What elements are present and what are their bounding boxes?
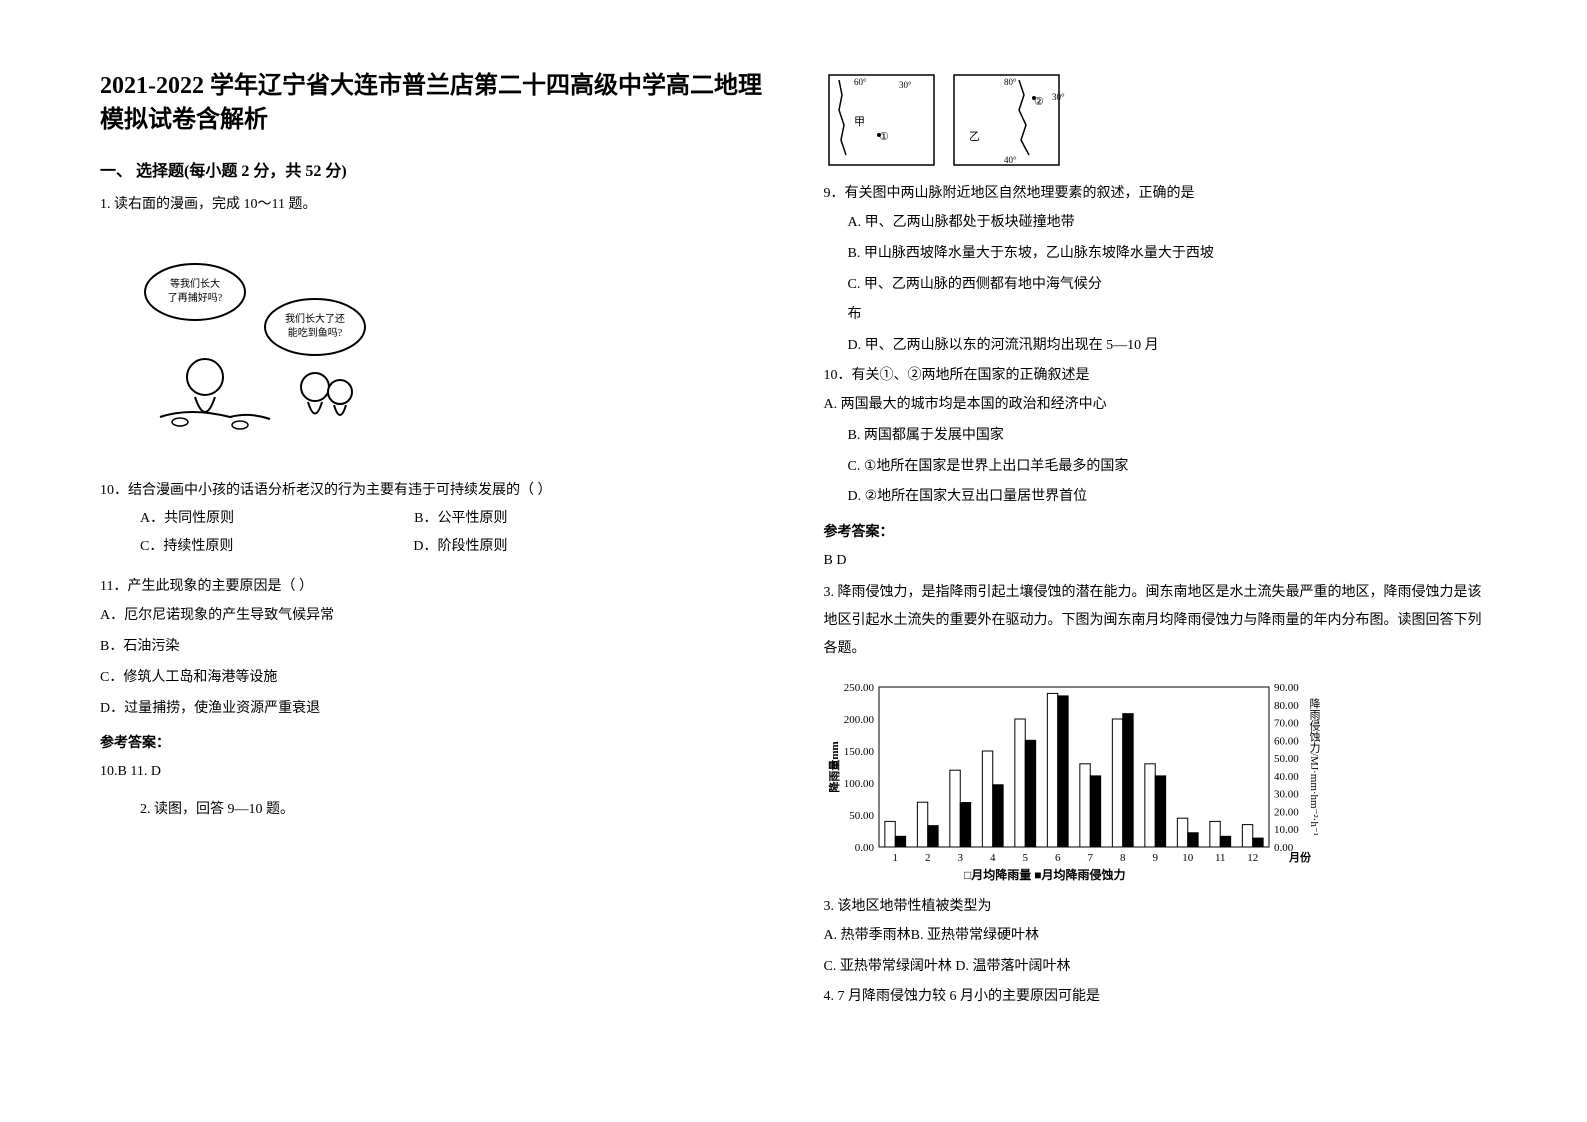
q10-opt-c: C．持续性原则 [140,533,233,561]
svg-text:12: 12 [1247,852,1258,864]
svg-text:60°: 60° [854,77,867,87]
q11-stem: 11．产生此现象的主要原因是（ ） [100,573,764,601]
svg-text:①: ① [879,131,889,143]
svg-text:降雨量mm: 降雨量mm [827,742,841,793]
svg-text:10: 10 [1182,852,1194,864]
svg-text:30°: 30° [899,80,912,90]
svg-text:0.00: 0.00 [854,842,874,854]
q10b-opt-a: A. 两国最大的城市均是本国的政治和经济中心 [824,390,1488,421]
svg-text:80.00: 80.00 [1274,700,1299,712]
q3-opts-row1: A. 热带季雨林B. 亚热带常绿硬叶林 [824,921,1488,952]
svg-text:9: 9 [1152,852,1158,864]
svg-text:200.00: 200.00 [843,714,874,726]
q10b-opt-d: D. ②地所在国家大豆出口量居世界首位 [824,482,1488,513]
q3-stem: 3. 该地区地带性植被类型为 [824,893,1488,921]
svg-text:80°: 80° [1004,77,1017,87]
right-column: 60° 30° 甲 ① 80° 30° 40° 乙 ② 9．有关图中两山脉附近地… [824,70,1488,1052]
q10-opt-d: D．阶段性原则 [413,533,507,561]
q11-opt-c: C．修筑人工岛和海港等设施 [100,663,764,694]
q10b-opt-c: C. ①地所在国家是世界上出口羊毛最多的国家 [824,452,1488,483]
svg-text:50.00: 50.00 [1274,753,1299,765]
exam-title: 2021-2022 学年辽宁省大连市普兰店第二十四高级中学高二地理模拟试卷含解析 [100,70,764,137]
q10-opt-b: B．公平性原则 [414,505,507,533]
svg-text:能吃到鱼吗?: 能吃到鱼吗? [288,326,343,339]
q4-stem: 4. 7 月降雨侵蚀力较 6 月小的主要原因可能是 [824,983,1488,1011]
q9-opt-a: A. 甲、乙两山脉都处于板块碰撞地带 [824,208,1488,239]
cartoon-bubble1-text: 等我们长大 [170,277,220,290]
svg-text:30.00: 30.00 [1274,789,1299,801]
left-column: 2021-2022 学年辽宁省大连市普兰店第二十四高级中学高二地理模拟试卷含解析… [100,70,764,1052]
q10b-opt-b: B. 两国都属于发展中国家 [824,421,1488,452]
q10-stem: 10．结合漫画中小孩的话语分析老汉的行为主要有违于可持续发展的（ ） [100,477,764,505]
cartoon-image: 等我们长大 了再捕好吗? 我们长大了还 能吃到鱼吗? [140,247,380,447]
svg-text:乙: 乙 [969,130,980,143]
answer-heading-2: 参考答案： [824,521,1488,541]
svg-text:4: 4 [990,852,996,864]
svg-text:100.00: 100.00 [843,778,874,790]
svg-text:了再捕好吗?: 了再捕好吗? [168,291,223,304]
answer-text-2: B D [824,547,1488,575]
svg-text:2: 2 [925,852,931,864]
svg-text:□月均降雨量 ■月均降雨侵蚀力: □月均降雨量 ■月均降雨侵蚀力 [964,867,1126,882]
q2-intro: 2. 读图，回答 9—10 题。 [100,796,764,824]
svg-text:10.00: 10.00 [1274,824,1299,836]
svg-text:20.00: 20.00 [1274,807,1299,819]
q9-stem: 9．有关图中两山脉附近地区自然地理要素的叙述，正确的是 [824,180,1488,208]
q3-intro: 3. 降雨侵蚀力，是指降雨引起土壤侵蚀的潜在能力。闽东南地区是水土流失最严重的地… [824,579,1488,663]
map-image: 60° 30° 甲 ① 80° 30° 40° 乙 ② [824,70,1074,170]
q9-opt-c: C. 甲、乙两山脉的西侧都有地中海气候分 [824,270,1488,301]
svg-text:11: 11 [1214,852,1225,864]
section-heading: 一、 选择题(每小题 2 分，共 52 分) [100,157,764,181]
svg-text:70.00: 70.00 [1274,718,1299,730]
svg-text:3: 3 [957,852,963,864]
svg-text:50.00: 50.00 [849,810,874,822]
q3-opts-row2: C. 亚热带常绿阔叶林 D. 温带落叶阔叶林 [824,952,1488,983]
q10-options: A．共同性原则 B．公平性原则 C．持续性原则 D．阶段性原则 [100,505,764,561]
svg-text:7: 7 [1087,852,1093,864]
q3-opt-a: A. 热带季雨林 [824,928,911,943]
svg-text:5: 5 [1022,852,1028,864]
svg-text:6: 6 [1055,852,1061,864]
answer-heading-1: 参考答案： [100,732,764,752]
q11-opt-a: A．厄尔尼诺现象的产生导致气候异常 [100,601,764,632]
q9-opt-d: D. 甲、乙两山脉以东的河流汛期均出现在 5—10 月 [824,331,1488,362]
cartoon-bubble2-text: 我们长大了还 [285,312,345,325]
svg-text:30°: 30° [1052,92,1065,102]
svg-text:250.00: 250.00 [843,682,874,694]
q3-opt-d: D. 温带落叶阔叶林 [955,959,1070,974]
q11-opt-d: D．过量捕捞，使渔业资源严重衰退 [100,694,764,725]
q1-intro: 1. 读右面的漫画，完成 10～11 题。 [100,191,764,219]
svg-text:1: 1 [892,852,898,864]
svg-text:降雨侵蚀力/MJ·mm·hm⁻²·h⁻¹: 降雨侵蚀力/MJ·mm·hm⁻²·h⁻¹ [1308,697,1321,836]
svg-text:60.00: 60.00 [1274,736,1299,748]
q10b-stem: 10．有关①、②两地所在国家的正确叙述是 [824,362,1488,390]
q9-opt-c2: 布 [824,300,1488,331]
q3-opt-c: C. 亚热带常绿阔叶林 [824,959,952,974]
q11-opt-b: B．石油污染 [100,632,764,663]
answer-text-1: 10.B 11. D [100,758,764,786]
svg-text:月份: 月份 [1288,850,1312,864]
svg-text:150.00: 150.00 [843,746,874,758]
q3-opt-b: B. 亚热带常绿硬叶林 [911,928,1039,943]
q9-opt-b: B. 甲山脉西坡降水量大于东坡，乙山脉东坡降水量大于西坡 [824,239,1488,270]
rainfall-chart: 0.0050.00100.00150.00200.00250.000.0010.… [824,677,1324,887]
svg-text:8: 8 [1120,852,1126,864]
q10-opt-a: A．共同性原则 [140,505,234,533]
svg-text:40°: 40° [1004,155,1017,165]
svg-text:甲: 甲 [854,116,865,128]
svg-text:40.00: 40.00 [1274,771,1299,783]
svg-text:90.00: 90.00 [1274,682,1299,694]
